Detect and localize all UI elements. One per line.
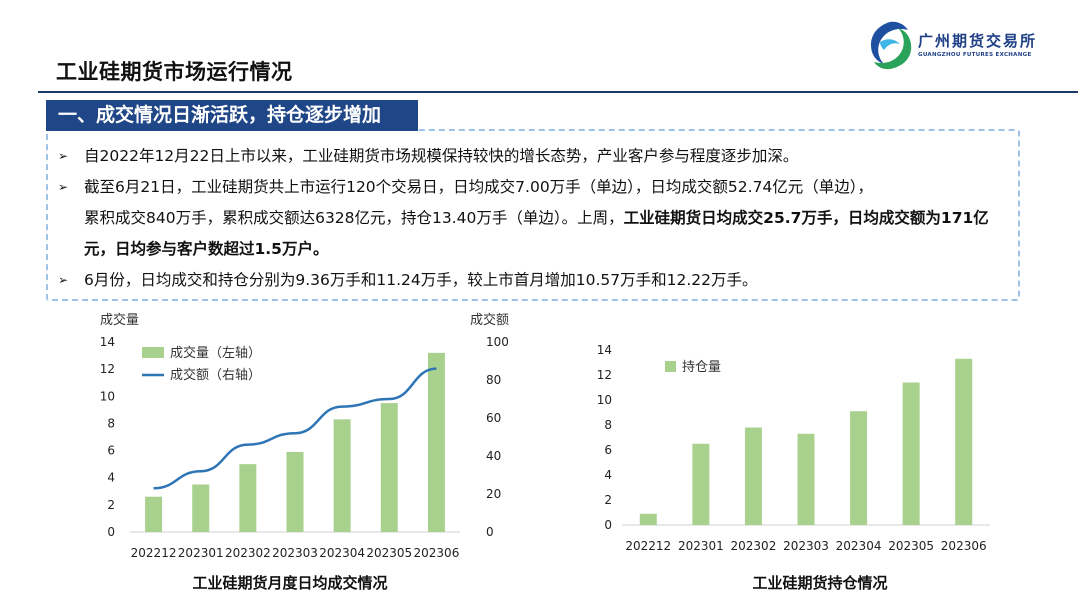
- bullet-arrow-icon: ➢: [58, 273, 69, 287]
- bullet-bold-text: 工业硅期货日均成交25.7万手，日均成交额为171亿元，日均参与客户数超过1.5…: [84, 209, 989, 258]
- right-axis-tick-label: 40: [486, 449, 501, 463]
- bullet-item: ➢ 自2022年12月22日上市以来，工业硅期货市场规模保持较快的增长态势，产业…: [58, 141, 1018, 172]
- open-interest-chart-caption: 工业硅期货持仓情况: [752, 574, 888, 592]
- legend-turnover-label: 成交额（右轴）: [170, 367, 261, 383]
- bullet-arrow-icon: ➢: [58, 180, 69, 194]
- left-axis-tick-label: 6: [107, 444, 115, 458]
- x-axis-tick-label: 202301: [178, 546, 224, 560]
- bullet-text: 累积成交840万手，累积成交额达6328亿元，持仓13.40万手（单边）。上周，: [84, 209, 624, 227]
- right-axis-title: 成交额: [470, 312, 509, 328]
- x-axis-tick-label: 202306: [941, 539, 987, 553]
- x-axis-tick-label: 202303: [272, 546, 318, 560]
- open-interest-bar: [797, 433, 815, 525]
- bullet-item: ➢ 截至6月21日，工业硅期货共上市运行120个交易日，日均成交7.00万手（单…: [58, 172, 1018, 265]
- open-interest-chart: 0 2 4 6 8 10 12 14 202212 202301 202302 202303 20230…: [597, 343, 990, 553]
- y-axis-tick-label: 6: [604, 443, 612, 457]
- volume-bar: [145, 496, 163, 532]
- legend-volume-swatch: [142, 347, 164, 358]
- x-axis-tick-label: 202303: [783, 539, 829, 553]
- volume-bar: [192, 484, 210, 532]
- x-axis-tick-label: 202304: [319, 546, 365, 560]
- x-axis-tick-label: 202305: [888, 539, 934, 553]
- legend-open-interest-label: 持仓量: [682, 360, 721, 375]
- legend-open-interest-swatch: [665, 361, 676, 372]
- bullet-item: ➢ 6月份，日均成交和持仓分别为9.36万手和11.24万手，较上市首月增加10…: [58, 265, 1018, 296]
- left-axis-tick-label: 12: [100, 362, 115, 376]
- turnover-line: [153, 367, 437, 490]
- y-axis-tick-label: 8: [604, 418, 612, 432]
- volume-bar: [286, 451, 304, 532]
- y-axis-tick-label: 10: [597, 393, 612, 407]
- x-axis-tick-label: 202301: [678, 539, 724, 553]
- title-divider: [38, 91, 1078, 93]
- volume-bar: [427, 352, 445, 532]
- x-axis-tick-label: 202305: [366, 546, 412, 560]
- bullet-text: 截至6月21日，工业硅期货共上市运行120个交易日，日均成交7.00万手（单边）…: [84, 178, 874, 196]
- left-axis-tick-label: 8: [107, 416, 115, 430]
- exchange-logo-name: 广州期货交易所: [918, 32, 1038, 50]
- open-interest-bar: [955, 358, 973, 525]
- bullet-arrow-icon: ➢: [58, 149, 69, 163]
- open-interest-bar: [692, 443, 710, 525]
- section-heading: 一、成交情况日渐活跃，持仓逐步增加: [46, 100, 418, 131]
- legend-volume-label: 成交量（左轴）: [170, 345, 261, 361]
- open-interest-bar: [744, 427, 762, 525]
- right-axis-tick-label: 60: [486, 411, 501, 425]
- volume-bar: [239, 464, 257, 532]
- y-axis-tick-label: 14: [597, 343, 612, 357]
- open-interest-bar: [902, 382, 920, 525]
- x-axis-tick-label: 202304: [836, 539, 882, 553]
- bullet-text: 6月份，日均成交和持仓分别为9.36万手和11.24万手，较上市首月增加10.5…: [84, 271, 758, 289]
- y-axis-tick-label: 0: [604, 518, 612, 532]
- open-interest-bar: [850, 411, 868, 525]
- left-axis-tick-label: 10: [100, 389, 115, 403]
- x-axis-tick-label: 202302: [225, 546, 271, 560]
- right-axis-tick-label: 100: [486, 335, 509, 349]
- y-axis-tick-label: 12: [597, 368, 612, 382]
- bullet-text: 自2022年12月22日上市以来，工业硅期货市场规模保持较快的增长态势，产业客户…: [84, 147, 799, 165]
- y-axis-tick-label: 2: [604, 493, 612, 507]
- left-axis-tick-label: 4: [107, 471, 115, 485]
- x-axis-tick-label: 202212: [625, 539, 671, 553]
- right-axis-tick-label: 80: [486, 373, 501, 387]
- left-axis-tick-label: 0: [107, 525, 115, 539]
- bullet-list: ➢ 自2022年12月22日上市以来，工业硅期货市场规模保持较快的增长态势，产业…: [58, 141, 1018, 296]
- right-axis-tick-label: 0: [486, 525, 494, 539]
- volume-bar: [333, 419, 351, 532]
- left-axis-tick-label: 14: [100, 335, 115, 349]
- volume-bar: [380, 403, 398, 532]
- open-interest-bar: [639, 513, 657, 525]
- left-axis-tick-label: 2: [107, 498, 115, 512]
- x-axis-tick-label: 202302: [731, 539, 777, 553]
- page-title: 工业硅期货市场运行情况: [56, 60, 293, 84]
- exchange-logo-english: GUANGZHOU FUTURES EXCHANGE: [918, 52, 1032, 58]
- right-axis-tick-label: 20: [486, 487, 501, 501]
- x-axis-tick-label: 202212: [131, 546, 177, 560]
- x-axis-tick-label: 202306: [414, 546, 460, 560]
- y-axis-tick-label: 4: [604, 468, 612, 482]
- exchange-logo: 广州期货交易所 GUANGZHOU FUTURES EXCHANGE: [864, 18, 1064, 74]
- exchange-logo-icon: [870, 21, 912, 70]
- section-content-box: [46, 129, 1020, 301]
- volume-chart-caption: 工业硅期货月度日均成交情况: [192, 574, 388, 592]
- left-axis-title: 成交量: [100, 312, 139, 328]
